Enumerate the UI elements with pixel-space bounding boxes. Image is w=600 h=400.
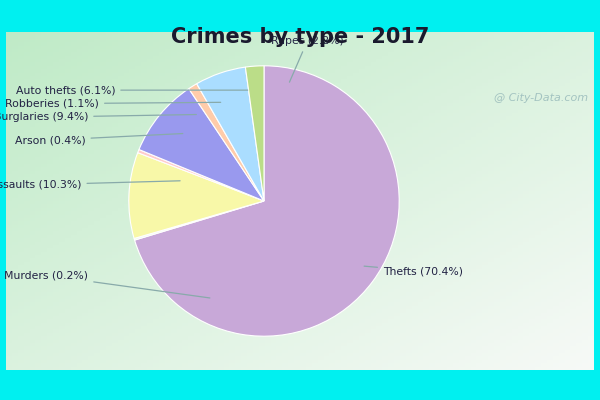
- Wedge shape: [129, 153, 264, 238]
- Wedge shape: [197, 67, 264, 201]
- Wedge shape: [134, 201, 264, 240]
- Text: Burglaries (9.4%): Burglaries (9.4%): [0, 112, 196, 122]
- Text: Murders (0.2%): Murders (0.2%): [4, 270, 210, 298]
- Wedge shape: [245, 66, 264, 201]
- Wedge shape: [134, 66, 399, 336]
- Text: Thefts (70.4%): Thefts (70.4%): [364, 266, 463, 276]
- Text: Assaults (10.3%): Assaults (10.3%): [0, 180, 180, 190]
- Wedge shape: [139, 89, 264, 201]
- Text: Rapes (2.2%): Rapes (2.2%): [271, 36, 344, 82]
- Text: Robberies (1.1%): Robberies (1.1%): [5, 99, 221, 109]
- Wedge shape: [138, 150, 264, 201]
- Text: @ City-Data.com: @ City-Data.com: [494, 93, 588, 103]
- Text: Auto thefts (6.1%): Auto thefts (6.1%): [16, 85, 248, 95]
- Text: Arson (0.4%): Arson (0.4%): [15, 134, 183, 145]
- Text: Crimes by type - 2017: Crimes by type - 2017: [171, 27, 429, 47]
- Wedge shape: [189, 84, 264, 201]
